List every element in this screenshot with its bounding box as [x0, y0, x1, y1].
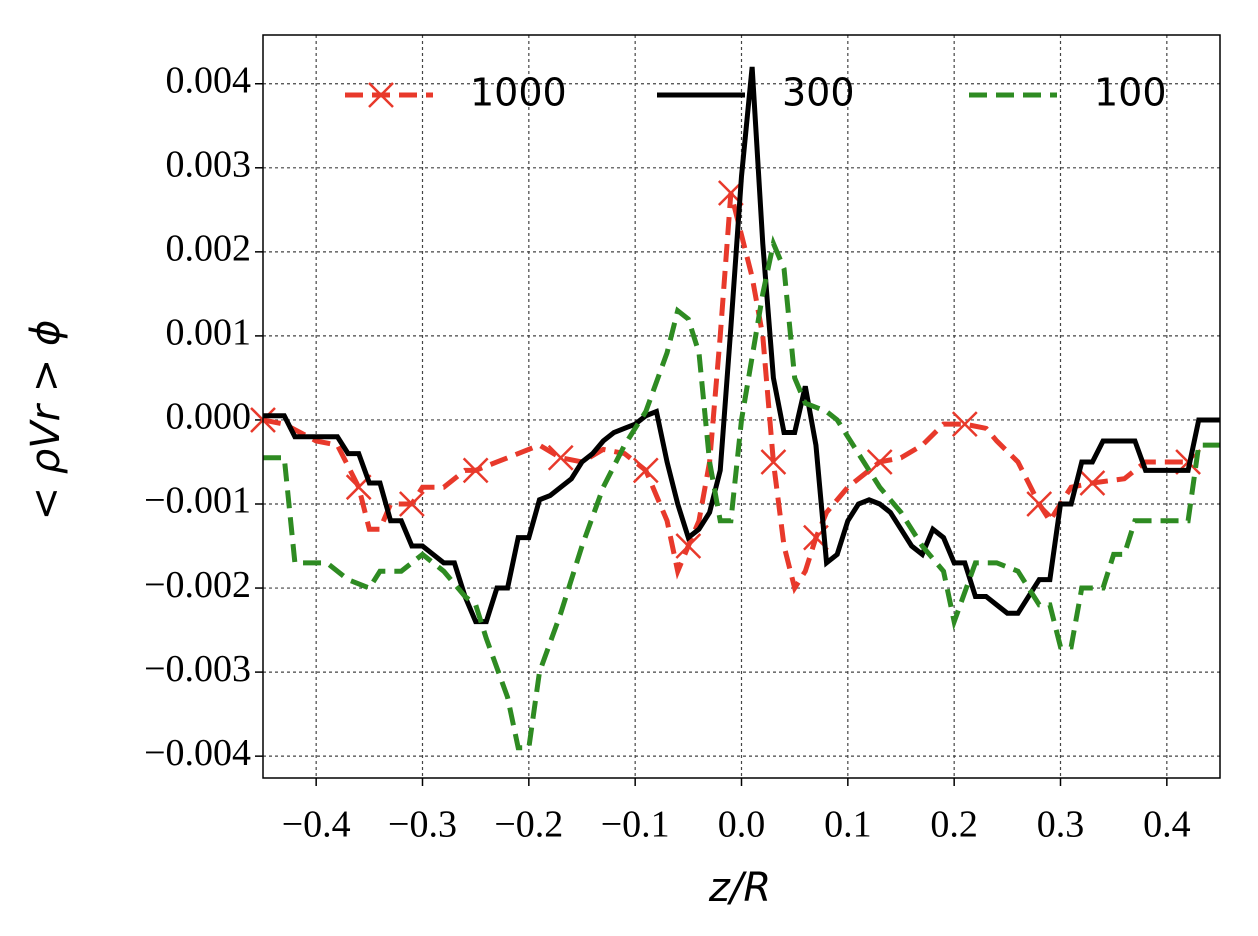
x-tick-label: −0.1 — [601, 804, 670, 846]
x-tick-label: 0.0 — [718, 804, 766, 846]
y-tick-label: 0.002 — [166, 228, 252, 270]
x-tick-label: −0.4 — [282, 804, 351, 846]
y-tick-label: −0.003 — [144, 648, 251, 690]
y-tick-label: −0.004 — [144, 732, 251, 774]
marker — [1079, 470, 1106, 496]
y-tick-label: −0.001 — [144, 480, 251, 522]
x-tick-label: −0.3 — [388, 804, 457, 846]
x-tick-label: 0.2 — [930, 804, 978, 846]
x-tick-label: −0.2 — [494, 804, 563, 846]
y-tick-label: −0.002 — [144, 564, 251, 606]
y-tick-label: 0.000 — [166, 396, 252, 438]
x-tick-label: 0.3 — [1037, 804, 1085, 846]
marker — [398, 491, 425, 517]
legend-label: 100 — [1094, 71, 1167, 115]
legend-label: 300 — [782, 71, 855, 115]
marker — [632, 457, 659, 484]
marker — [866, 449, 893, 475]
marker — [760, 449, 787, 475]
y-tick-label: 0.001 — [166, 312, 252, 354]
plot-frame — [262, 34, 1221, 779]
marker — [675, 533, 702, 559]
y-tick-label: 0.004 — [166, 59, 252, 101]
x-tick-label: 0.4 — [1143, 804, 1191, 846]
marker — [547, 444, 574, 471]
marker — [951, 411, 978, 438]
x-tick-label: 0.1 — [824, 804, 872, 846]
marker — [462, 457, 489, 484]
x-axis-label: z/R — [708, 865, 771, 911]
y-tick-label: 0.003 — [166, 144, 252, 186]
series-line — [263, 66, 1220, 625]
legend-entry: 100 — [969, 71, 1167, 115]
legend-entry: 1000 — [345, 71, 567, 115]
legend-label: 1000 — [470, 71, 567, 115]
marker — [368, 82, 394, 108]
legend-entry: 300 — [657, 71, 855, 115]
y-axis-label: < ρVr > ϕ — [23, 320, 69, 521]
series-line — [263, 235, 1220, 751]
marker — [1026, 491, 1053, 517]
